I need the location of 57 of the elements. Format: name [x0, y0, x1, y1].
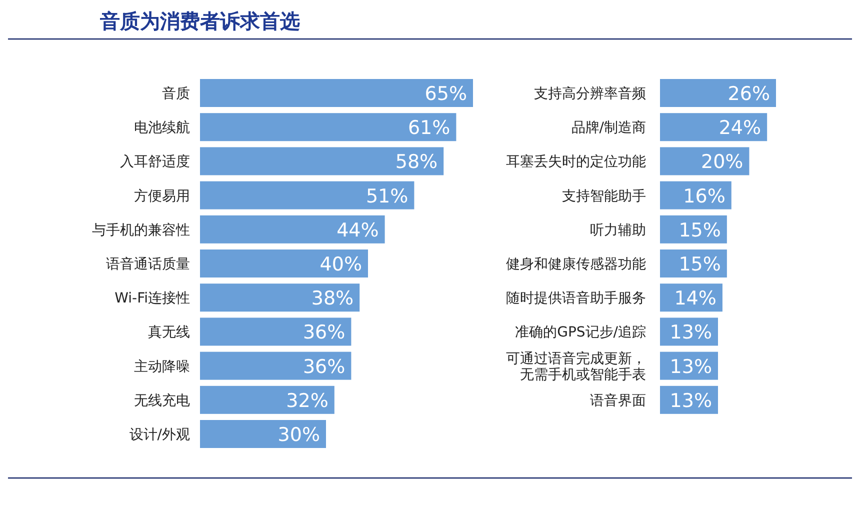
data-label: 30%: [278, 424, 320, 446]
data-label: 26%: [728, 83, 770, 105]
bar: [200, 352, 352, 380]
y-tick-label: 电池续航: [134, 120, 190, 136]
bar: [660, 147, 750, 176]
y-tick-label: 健身和健康传感器功能: [506, 256, 646, 272]
data-label: 40%: [320, 254, 362, 276]
data-label: 58%: [395, 151, 438, 174]
data-label: 38%: [311, 288, 354, 310]
y-tick-label: 主动降噪: [134, 358, 190, 375]
y-tick-label: 与手机的兼容性: [92, 222, 190, 238]
y-tick-label: 随时提供语音助手服务: [506, 290, 646, 307]
y-tick-label: 语音通话质量: [106, 256, 190, 272]
data-label: 36%: [302, 356, 346, 378]
y-tick-label: 语音界面: [590, 392, 646, 409]
y-tick-label: 准确的GPS记步/追踪: [515, 324, 646, 341]
data-label: 14%: [674, 288, 716, 310]
data-label: 36%: [302, 322, 346, 344]
data-label: 13%: [670, 322, 712, 344]
y-tick-label: 真无线: [148, 324, 190, 341]
y-tick-label: 入耳舒适度: [120, 154, 190, 170]
y-tick-label: 耳塞丢失时的定位功能: [506, 154, 646, 170]
bar: [660, 79, 776, 107]
data-label: 15%: [678, 219, 721, 242]
bar: [200, 386, 334, 414]
bar: [200, 79, 473, 107]
bar: [200, 147, 444, 176]
data-label: 44%: [336, 219, 379, 242]
chart-title: 音质为消费者诉求首选: [99, 9, 300, 33]
data-label: 13%: [670, 356, 712, 378]
y-tick-label: 支持高分辨率音频: [534, 86, 646, 102]
y-tick-label: 品牌/制造商: [571, 120, 646, 136]
bar: [200, 113, 456, 142]
bar: [660, 113, 768, 142]
y-tick-label: Wi-Fi连接性: [114, 290, 190, 307]
data-label: 32%: [286, 390, 328, 412]
y-tick-label: 设计/外观: [129, 427, 190, 443]
y-tick-label: 听力辅助: [590, 222, 646, 238]
y-tick-label: 无线充电: [134, 392, 190, 409]
data-label: 24%: [718, 117, 762, 140]
data-label: 13%: [670, 390, 712, 412]
bar: [200, 420, 326, 448]
y-tick-label: 可通过语音完成更新，无需手机或智能手表: [506, 350, 646, 383]
y-tick-label: 方便易用: [134, 188, 190, 204]
y-tick-label: 支持智能助手: [562, 188, 646, 204]
data-label: 16%: [683, 185, 726, 208]
data-label: 65%: [424, 83, 467, 105]
bar: [200, 318, 352, 346]
bar: [200, 215, 385, 244]
data-label: 51%: [366, 185, 408, 208]
y-tick-label: 音质: [162, 86, 190, 102]
bar: [200, 181, 414, 210]
bar: [200, 284, 360, 312]
data-label: 61%: [408, 117, 450, 140]
data-label: 20%: [700, 151, 744, 174]
bar: [200, 250, 368, 278]
data-label: 15%: [678, 254, 721, 276]
